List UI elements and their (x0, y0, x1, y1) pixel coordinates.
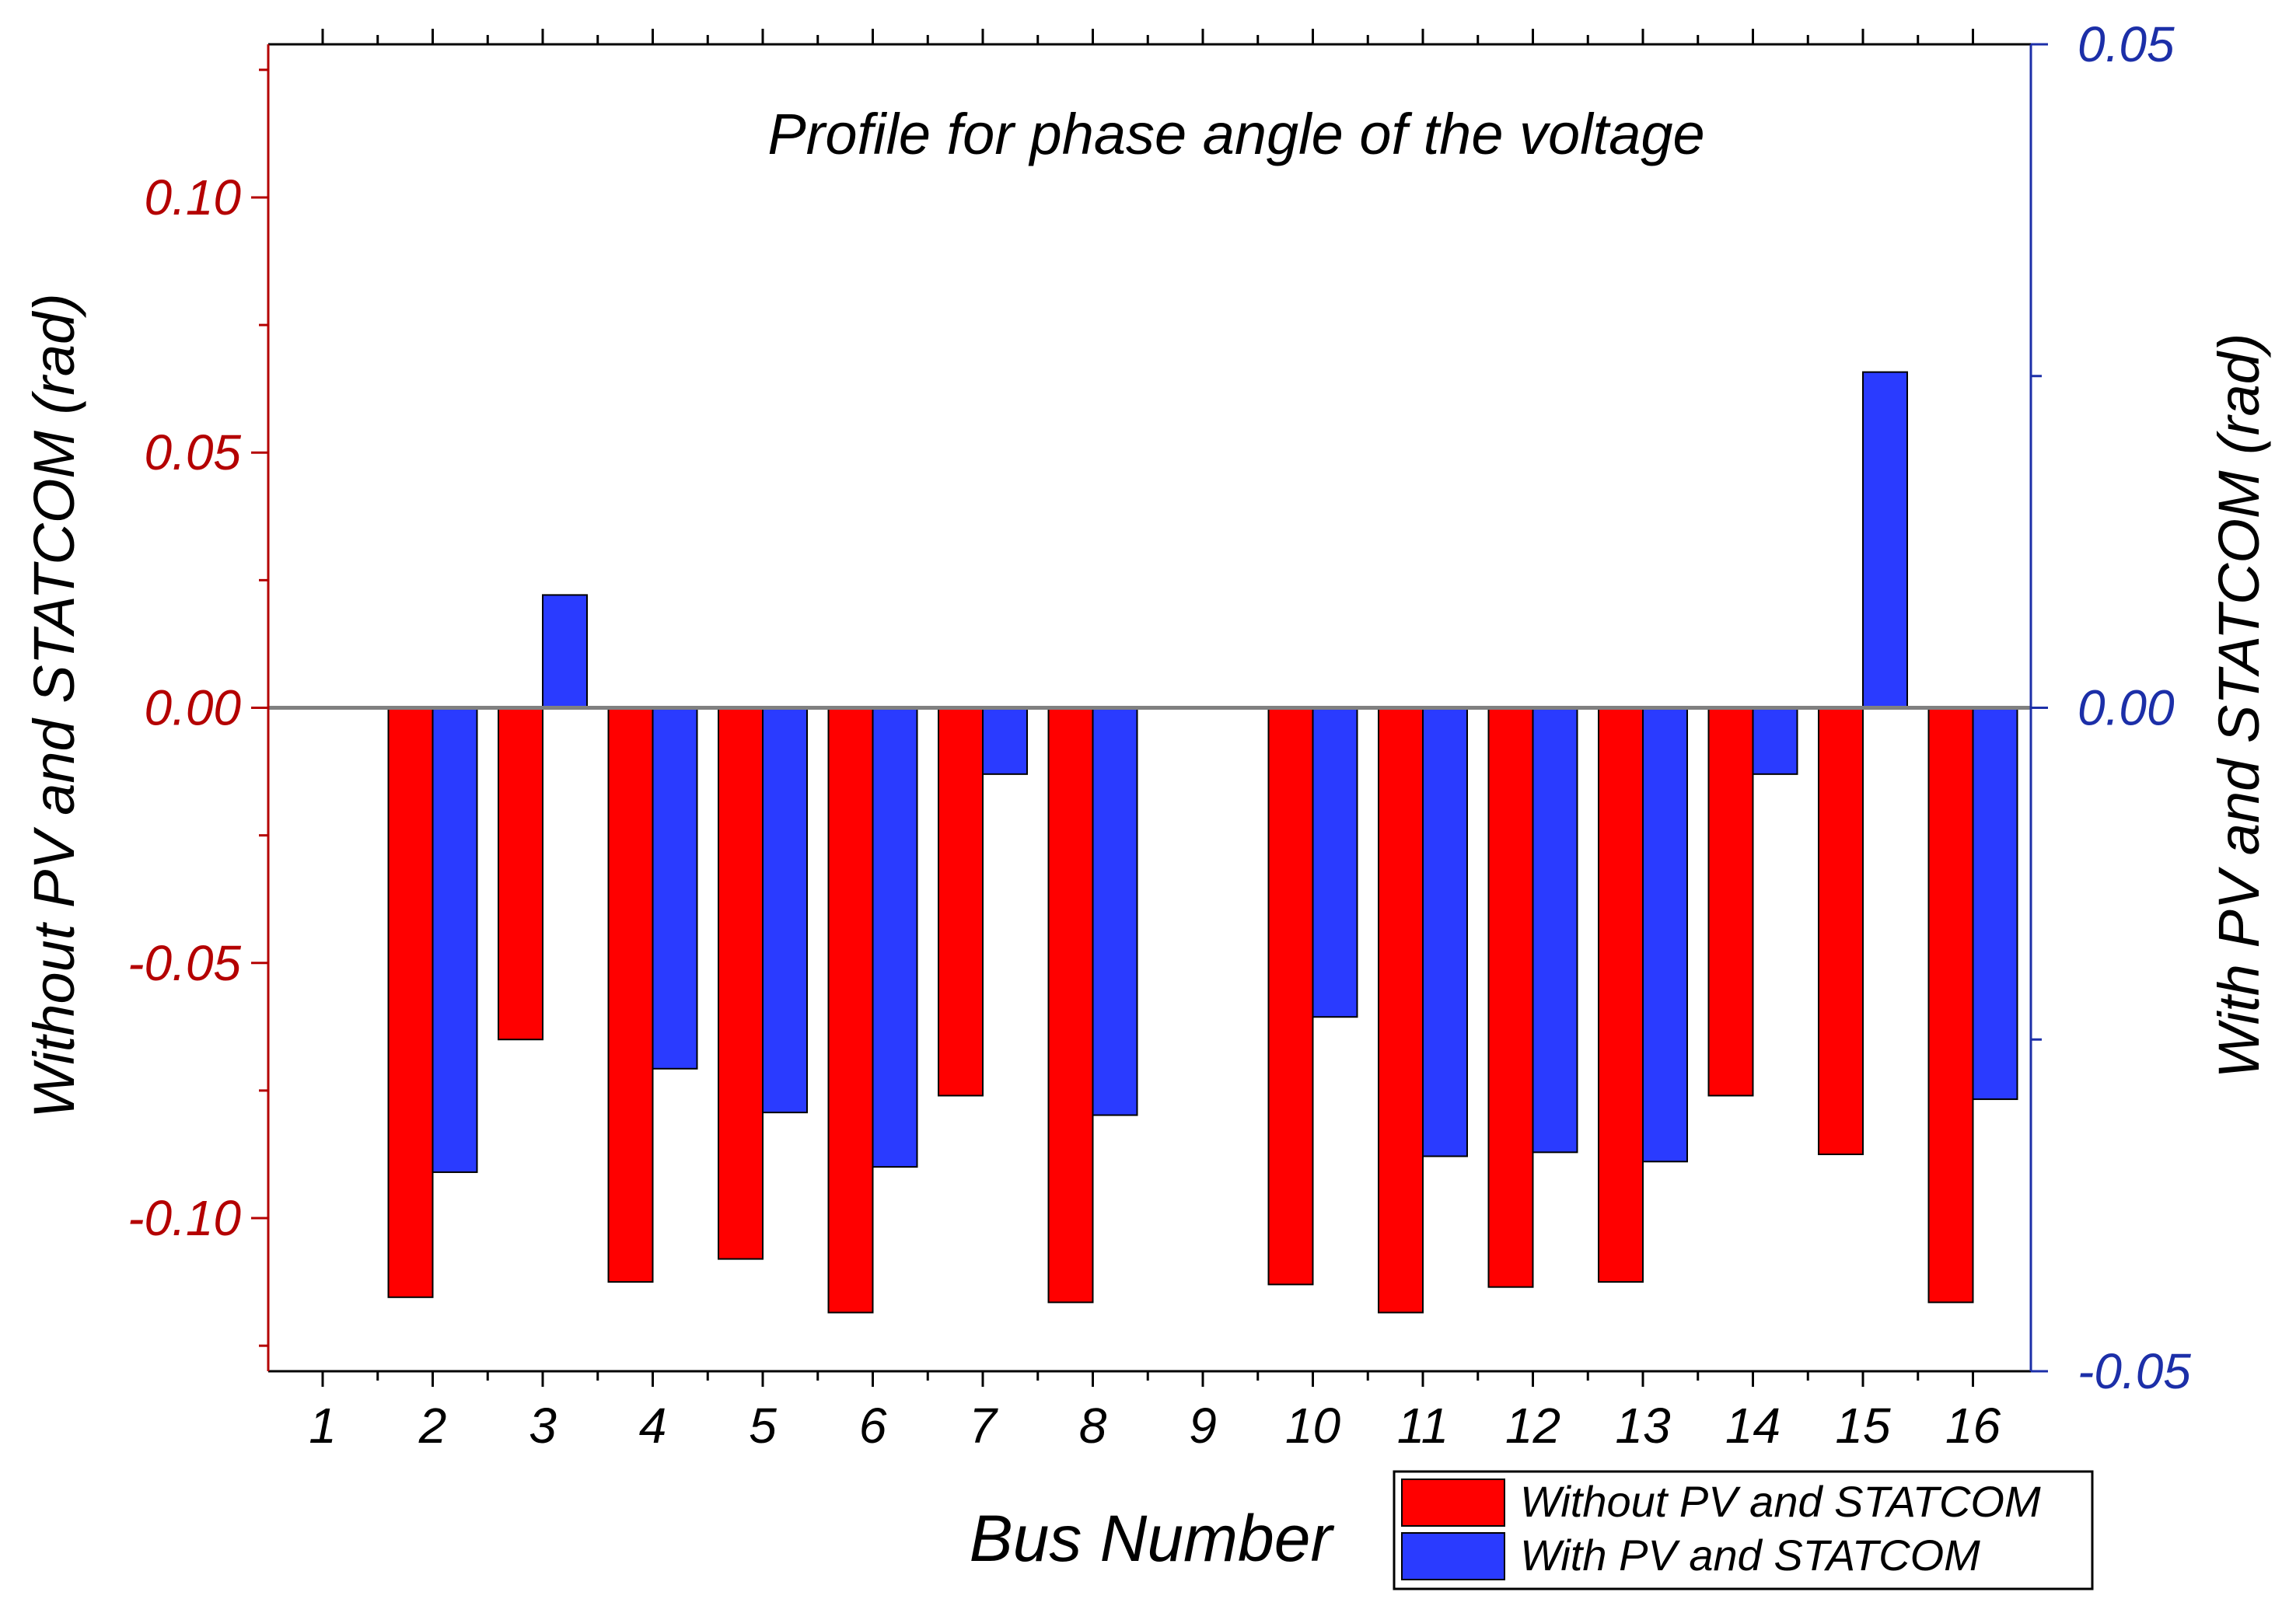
y-axis-label-left: Without PV and STATCOM (rad) (22, 293, 86, 1119)
bar-without-2 (387, 707, 434, 1298)
x-tick-label: 5 (749, 1398, 777, 1454)
bar-with-12 (1532, 707, 1578, 1154)
x-tick-label: 3 (529, 1398, 557, 1454)
chart-title: Profile for phase angle of the voltage (767, 102, 1704, 166)
bar-without-13 (1598, 707, 1644, 1283)
bar-with-8 (1092, 707, 1138, 1116)
x-tick-label: 6 (859, 1398, 887, 1454)
bar-without-3 (498, 707, 543, 1041)
bars-layer (387, 371, 2018, 1314)
x-axis-label: Bus Number (970, 1502, 1335, 1575)
bar-with-16 (1972, 707, 2018, 1101)
y-left-tick-label: -0.10 (128, 1190, 241, 1246)
legend-swatch-with (1401, 1532, 1505, 1580)
bar-with-14 (1752, 707, 1798, 775)
bar-without-11 (1378, 707, 1424, 1314)
y-axis-label-right: With PV and STATCOM (rad) (2207, 333, 2271, 1079)
y-left-tick-label: 0.10 (144, 169, 241, 225)
bar-without-5 (718, 707, 764, 1260)
x-tick-label: 9 (1189, 1398, 1217, 1454)
y-right-tick-label: 0.00 (2078, 680, 2175, 736)
x-tick-label: 4 (639, 1398, 667, 1454)
bar-without-15 (1818, 707, 1864, 1155)
y-left-tick-label: 0.05 (144, 424, 241, 480)
axes-layer: 0.100.050.00-0.05-0.100.050.00-0.051 2 3 4 5… (128, 16, 2191, 1454)
x-tick-label: 15 (1835, 1398, 1891, 1454)
bar-with-4 (652, 707, 698, 1070)
legend-box (1393, 1470, 2094, 1590)
y-left-tick-label: -0.05 (128, 935, 241, 991)
bar-with-10 (1312, 707, 1358, 1018)
x-tick-label: 8 (1079, 1398, 1107, 1454)
bar-without-16 (1927, 707, 1974, 1304)
bar-without-4 (607, 707, 654, 1283)
bar-with-15 (1862, 371, 1908, 709)
bar-without-6 (827, 707, 874, 1314)
bar-without-8 (1047, 707, 1094, 1304)
bar-with-3 (542, 594, 588, 709)
x-tick-label: 14 (1725, 1398, 1781, 1454)
legend-label-with: With PV and STATCOM (1520, 1531, 1980, 1580)
x-tick-label: 12 (1505, 1398, 1560, 1454)
bar-without-12 (1487, 707, 1534, 1288)
bar-without-14 (1707, 707, 1754, 1097)
legend-label-without: Without PV and STATCOM (1520, 1477, 2041, 1526)
x-tick-label: 7 (969, 1398, 998, 1454)
bar-with-13 (1642, 707, 1688, 1163)
y-right-tick-label: 0.05 (2078, 16, 2175, 72)
bar-with-5 (762, 707, 808, 1114)
bar-without-7 (938, 707, 984, 1097)
bar-with-11 (1422, 707, 1468, 1157)
bar-without-10 (1267, 707, 1314, 1286)
y-right-tick-label: -0.05 (2078, 1343, 2191, 1399)
bar-with-7 (982, 707, 1028, 775)
x-tick-label: 16 (1945, 1398, 2001, 1454)
x-tick-label: 10 (1285, 1398, 1341, 1454)
legend: Without PV and STATCOM With PV and STATC… (1393, 1470, 2094, 1590)
x-tick-label: 1 (309, 1398, 337, 1454)
bar-with-6 (872, 707, 918, 1168)
x-tick-label: 2 (418, 1398, 447, 1454)
x-tick-label: 13 (1615, 1398, 1671, 1454)
x-tick-label: 11 (1397, 1398, 1449, 1454)
y-left-tick-label: 0.00 (144, 680, 241, 736)
legend-swatch-without (1401, 1479, 1505, 1527)
bar-with-2 (432, 707, 478, 1173)
